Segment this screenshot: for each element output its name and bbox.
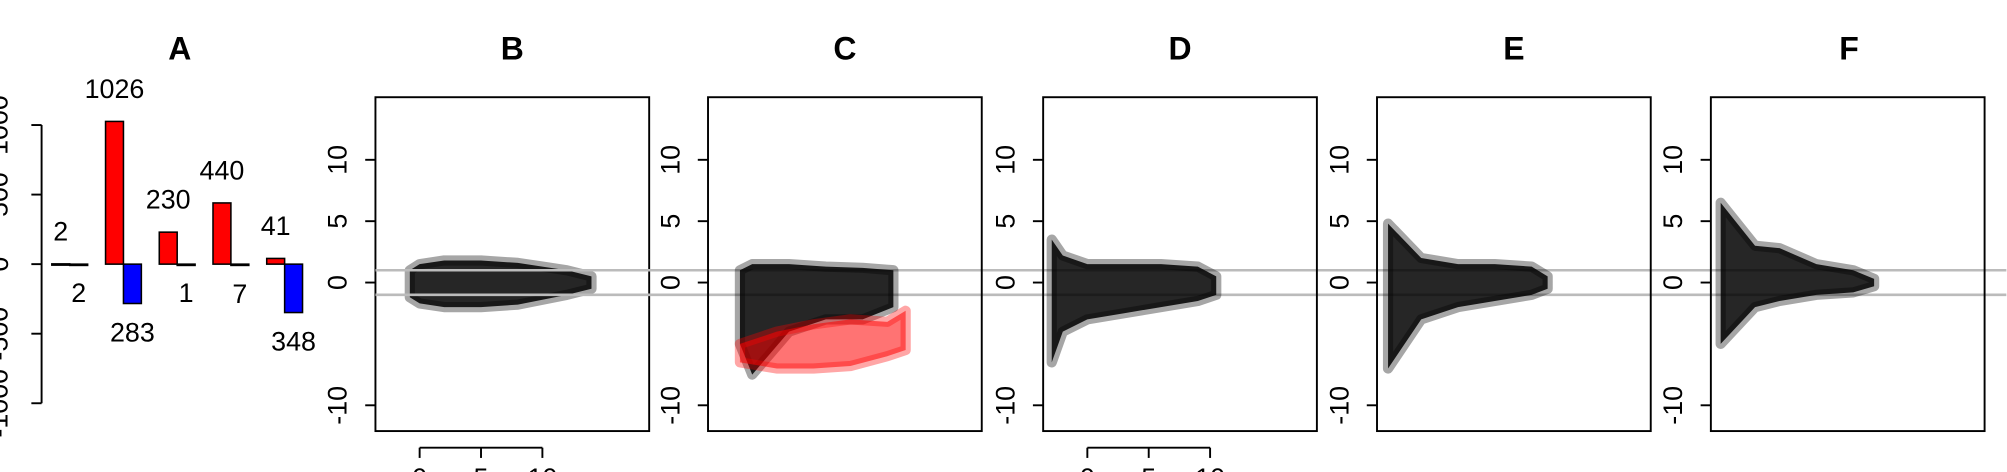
- y-tick-label: -10: [323, 386, 353, 425]
- chart-title: E: [1503, 31, 1524, 67]
- point-cloud: [1046, 234, 1222, 368]
- point-cloud: [404, 255, 597, 313]
- y-tick-label: 1000: [0, 95, 14, 155]
- y-tick-label: 10: [323, 145, 353, 175]
- y-tick-label: 5: [1658, 214, 1688, 229]
- x-tick-label: 5: [1141, 463, 1156, 472]
- x-tick-label: 0: [1080, 463, 1095, 472]
- y-tick-label: 5: [655, 214, 685, 229]
- data-label: 440: [200, 155, 245, 185]
- y-tick-label: 0: [323, 275, 353, 290]
- y-tick-label: 5: [990, 214, 1020, 229]
- y-tick-label: 0: [1324, 275, 1354, 290]
- y-tick-label: 500: [0, 172, 14, 217]
- plot-frame: [707, 96, 983, 433]
- y-tick-label: 0: [0, 257, 14, 272]
- x-tick-label: 10: [527, 463, 557, 472]
- chart-title: F: [1839, 31, 1859, 67]
- y-tick-label: 10: [1658, 145, 1688, 175]
- plot-frame: [1042, 96, 1318, 433]
- data-label: 2: [53, 216, 68, 246]
- data-label: 230: [146, 185, 191, 215]
- bar: [68, 263, 89, 267]
- chart-title: D: [1168, 31, 1191, 67]
- x-tick-label: 0: [412, 463, 427, 472]
- y-tick-label: 0: [1658, 275, 1688, 290]
- data-label: 1026: [85, 74, 145, 104]
- plot-frame: [1709, 96, 1986, 433]
- bar: [51, 263, 71, 266]
- y-tick-label: 10: [655, 145, 685, 175]
- point-cloud: [734, 305, 911, 374]
- data-label: 41: [261, 211, 291, 241]
- y-tick-label: 5: [323, 214, 353, 229]
- y-tick-label: 0: [990, 275, 1020, 290]
- point-cloud: [734, 259, 899, 380]
- plot-frame: [374, 96, 651, 433]
- bar: [122, 263, 143, 305]
- plot-frame: [1376, 96, 1652, 433]
- bar: [212, 202, 232, 265]
- x-tick-label: 10: [1195, 463, 1225, 472]
- data-label: 348: [271, 326, 316, 356]
- y-tick-label: -10: [990, 386, 1020, 425]
- y-tick-label: 10: [1324, 145, 1354, 175]
- y-tick-label: 5: [1324, 214, 1354, 229]
- data-label: 283: [110, 317, 155, 347]
- bar: [176, 263, 196, 267]
- point-cloud: [1715, 197, 1880, 350]
- bar: [230, 263, 250, 267]
- bar: [104, 120, 125, 265]
- y-tick-label: -10: [1324, 386, 1354, 425]
- chart-title: A: [168, 31, 191, 67]
- y-tick-label: -500: [0, 307, 14, 361]
- y-tick-label: 10: [990, 145, 1020, 175]
- y-tick-label: -10: [1658, 386, 1688, 425]
- chart-title: B: [501, 31, 524, 67]
- data-label: 1: [179, 278, 194, 308]
- x-tick-label: 5: [474, 463, 489, 472]
- bar: [265, 257, 286, 265]
- chart-title: C: [833, 31, 856, 67]
- bar: [283, 263, 304, 314]
- y-tick-label: -10: [655, 386, 685, 425]
- y-tick-label: 0: [655, 275, 685, 290]
- data-label: 2: [71, 278, 86, 308]
- data-label: 7: [232, 279, 247, 309]
- bar: [158, 231, 178, 265]
- point-cloud: [1382, 218, 1553, 374]
- y-tick-label: -1000: [0, 369, 14, 438]
